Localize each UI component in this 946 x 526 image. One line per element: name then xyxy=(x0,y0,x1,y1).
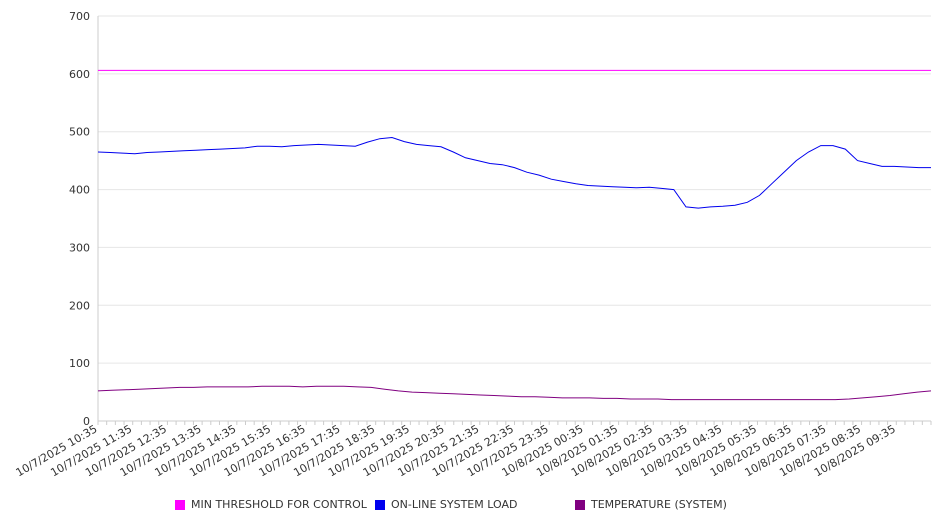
legend-item-temperature[interactable]: TEMPERATURE (SYSTEM) xyxy=(575,498,727,511)
series-line-on-line-system-load xyxy=(97,136,931,209)
series-line-temperature-system- xyxy=(97,385,932,401)
legend-swatch xyxy=(175,499,185,510)
legend-item-online-load[interactable]: ON-LINE SYSTEM LOAD xyxy=(375,498,517,511)
legend-swatch xyxy=(575,499,585,510)
y-tick-label: 100 xyxy=(69,357,90,370)
y-tick-label: 200 xyxy=(69,299,90,312)
legend-label: ON-LINE SYSTEM LOAD xyxy=(391,498,518,511)
y-tick-label: 500 xyxy=(69,126,90,139)
y-tick-label: 400 xyxy=(69,184,90,197)
y-tick-label: 0 xyxy=(83,415,90,428)
legend-label: TEMPERATURE (SYSTEM) xyxy=(591,498,727,511)
y-tick-label: 700 xyxy=(69,10,90,23)
y-tick-label: 600 xyxy=(69,68,90,81)
y-tick-label: 300 xyxy=(69,241,90,254)
legend-label: MIN THRESHOLD FOR CONTROL xyxy=(191,498,367,511)
legend-swatch xyxy=(375,499,385,510)
legend-item-min-threshold[interactable]: MIN THRESHOLD FOR CONTROL xyxy=(175,498,367,511)
